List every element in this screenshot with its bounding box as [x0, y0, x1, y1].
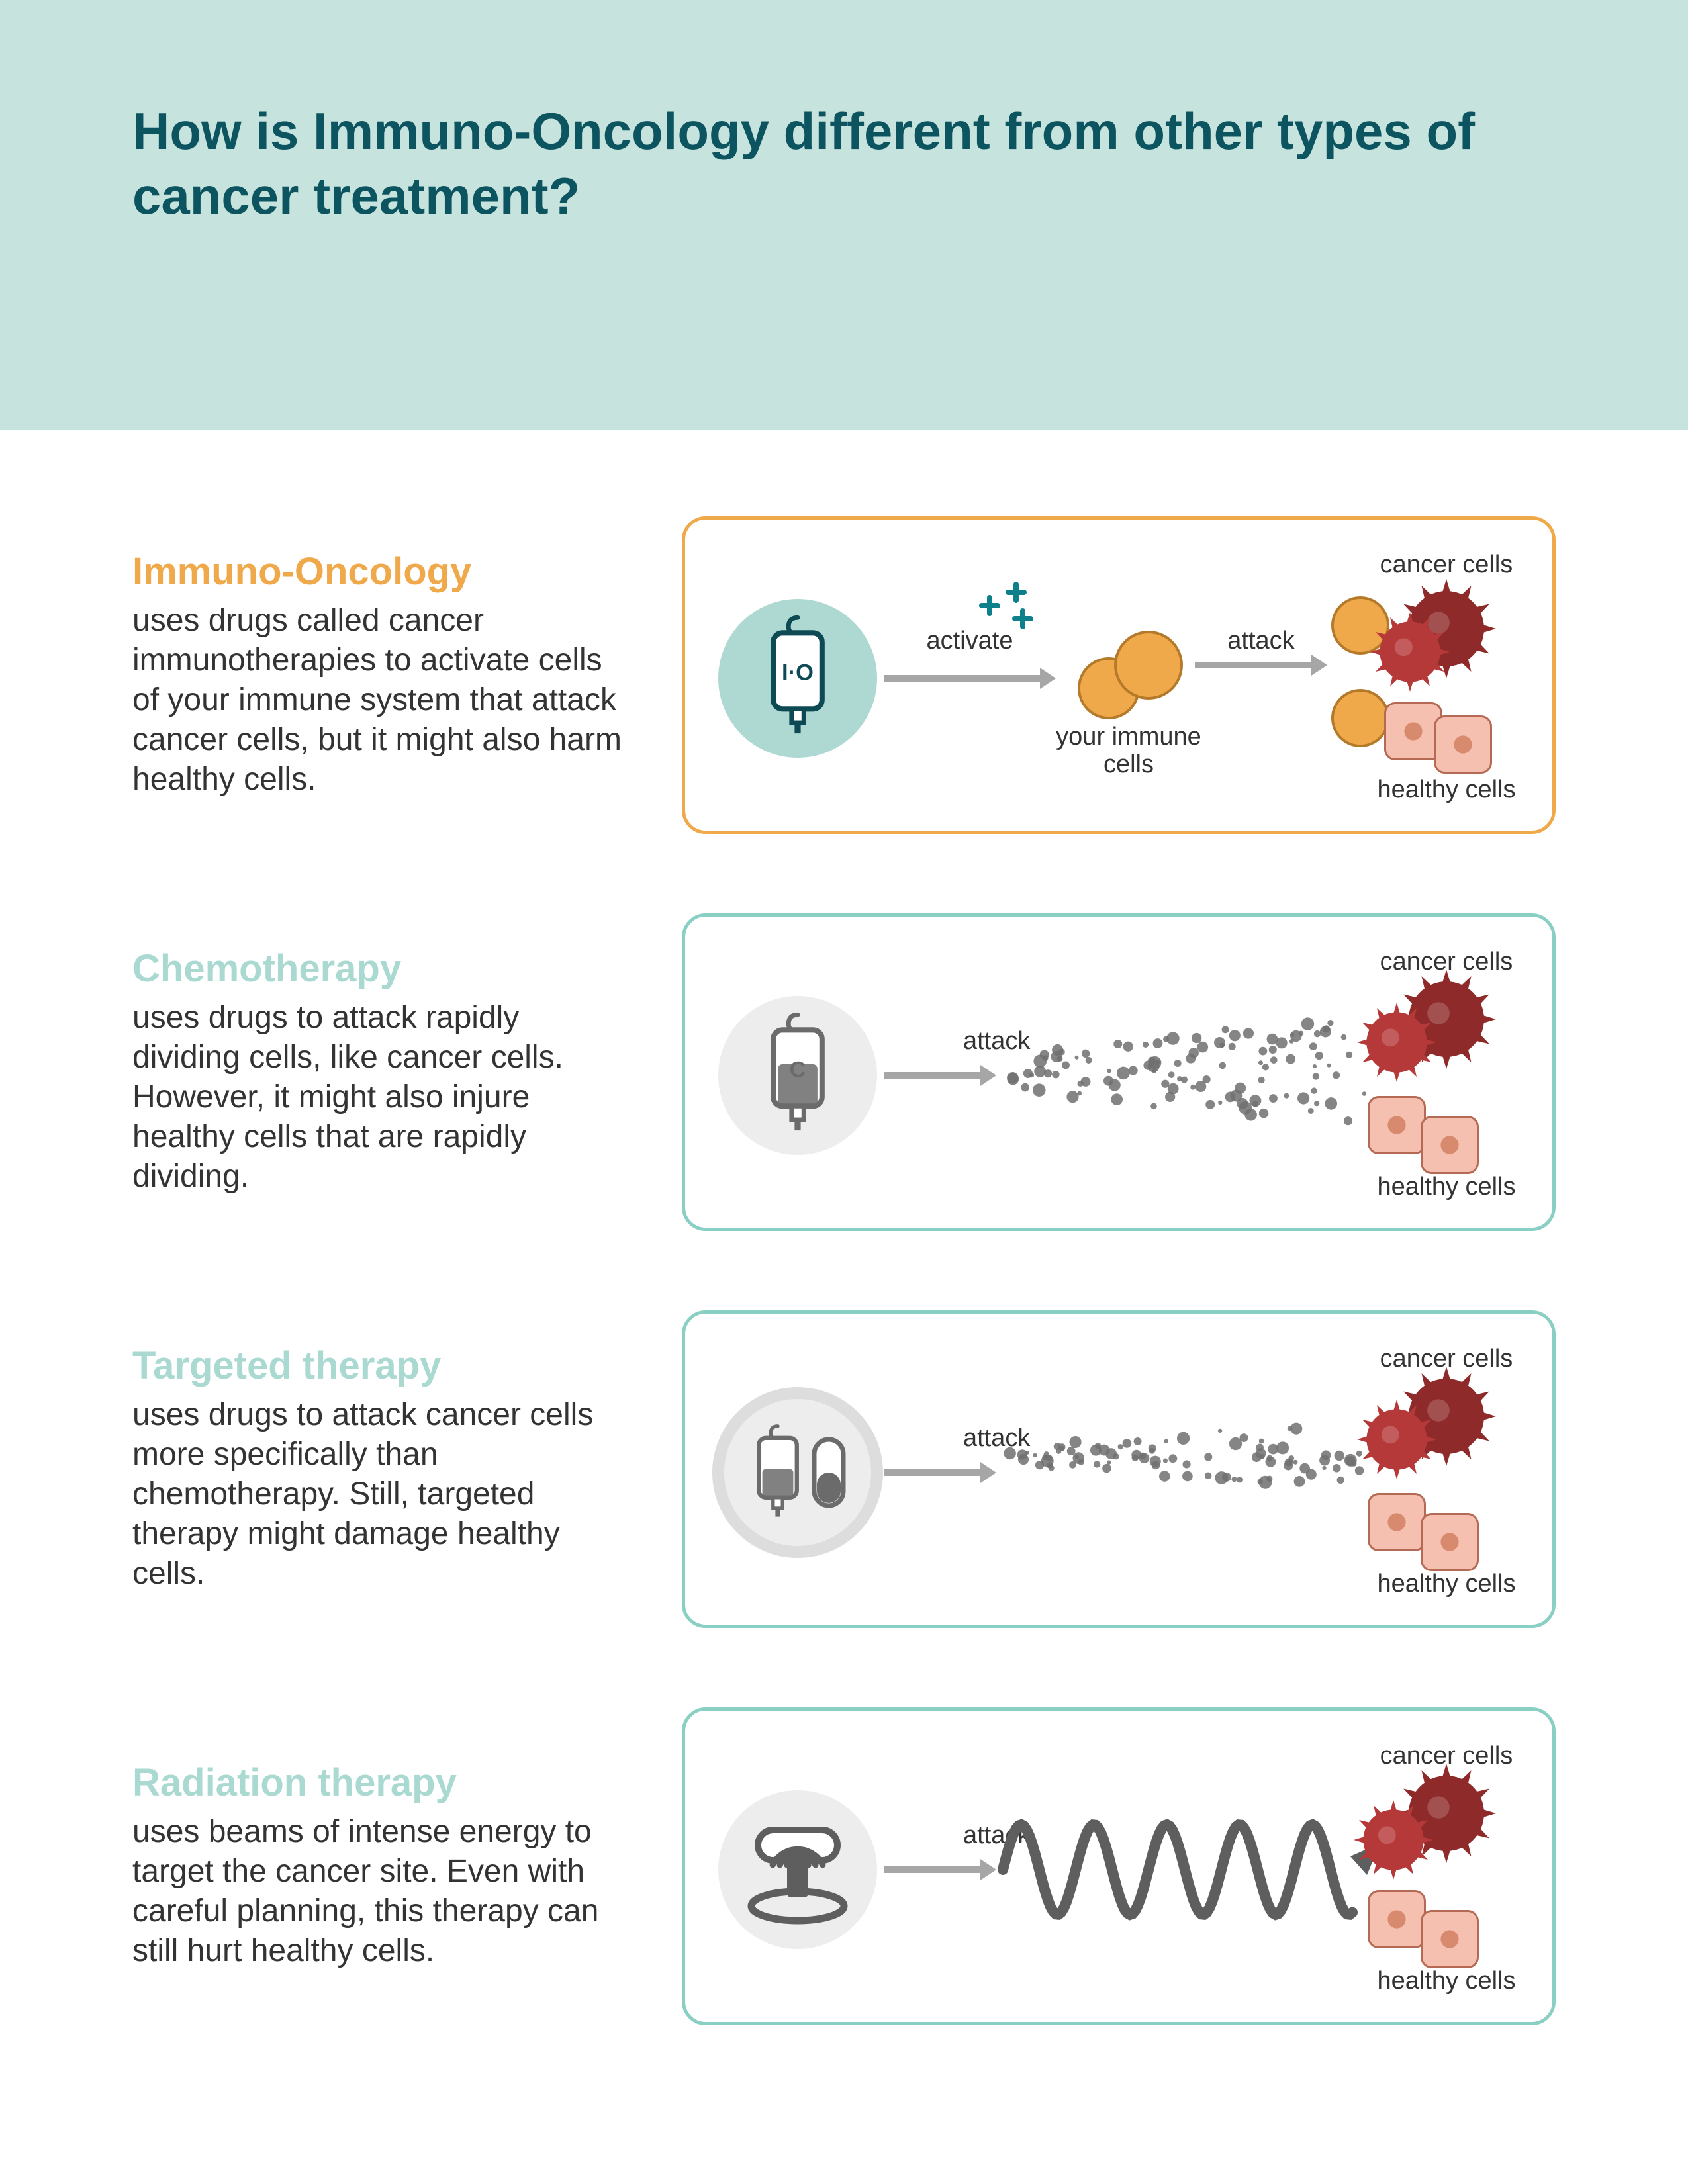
treatment-text: Targeted therapy uses drugs to attack ca… [132, 1345, 622, 1594]
svg-text:cancer cells: cancer cells [1380, 551, 1513, 578]
svg-text:activate: activate [927, 627, 1013, 655]
svg-text:C: C [790, 1058, 806, 1083]
treatment-title: Radiation therapy [132, 1762, 622, 1804]
treatment-diagram: cancer cellshealthy cellsCattack [682, 913, 1556, 1231]
treatment-title: Targeted therapy [132, 1345, 622, 1387]
treatment-description: uses drugs to attack cancer cells more s… [132, 1395, 622, 1594]
svg-text:attack: attack [963, 1027, 1031, 1055]
treatment-text: Radiation therapy uses beams of intense … [132, 1762, 622, 1971]
svg-text:healthy cells: healthy cells [1377, 1570, 1515, 1598]
treatment-immuno-oncology: Immuno-Oncology uses drugs called cancer… [132, 516, 1556, 834]
treatment-diagram: cancer cells healthy cells I·O activate your… [682, 516, 1556, 834]
svg-text:attack: attack [1227, 627, 1295, 655]
svg-text:attack: attack [963, 1424, 1031, 1452]
treatments-content: Immuno-Oncology uses drugs called cancer… [0, 430, 1688, 2171]
treatment-description: uses beams of intense energy to target t… [132, 1812, 622, 1971]
treatment-title: Immuno-Oncology [132, 551, 622, 593]
treatment-description: uses drugs to attack rapidly dividing ce… [132, 998, 622, 1197]
page-title: How is Immuno-Oncology different from ot… [132, 99, 1556, 228]
treatment-chemotherapy: Chemotherapy uses drugs to attack rapidl… [132, 913, 1556, 1231]
svg-text:healthy cells: healthy cells [1377, 1173, 1515, 1201]
svg-text:healthy cells: healthy cells [1377, 1967, 1515, 1995]
treatment-text: Chemotherapy uses drugs to attack rapidl… [132, 948, 622, 1197]
treatment-targeted-therapy: Targeted therapy uses drugs to attack ca… [132, 1310, 1556, 1628]
svg-text:I·O: I·O [782, 660, 814, 686]
header-band: How is Immuno-Oncology different from ot… [0, 0, 1688, 430]
treatment-radiation-therapy: Radiation therapy uses beams of intense … [132, 1707, 1556, 2025]
treatment-diagram: cancer cellshealthy cellsattack [682, 1707, 1556, 2025]
treatment-text: Immuno-Oncology uses drugs called cancer… [132, 551, 622, 799]
treatment-diagram: cancer cellshealthy cellsattack [682, 1310, 1556, 1628]
treatment-description: uses drugs called cancer immunotherapies… [132, 601, 622, 799]
treatment-title: Chemotherapy [132, 948, 622, 990]
svg-text:your immune: your immune [1056, 723, 1201, 751]
svg-text:healthy cells: healthy cells [1377, 776, 1515, 803]
svg-text:cells: cells [1103, 751, 1154, 778]
